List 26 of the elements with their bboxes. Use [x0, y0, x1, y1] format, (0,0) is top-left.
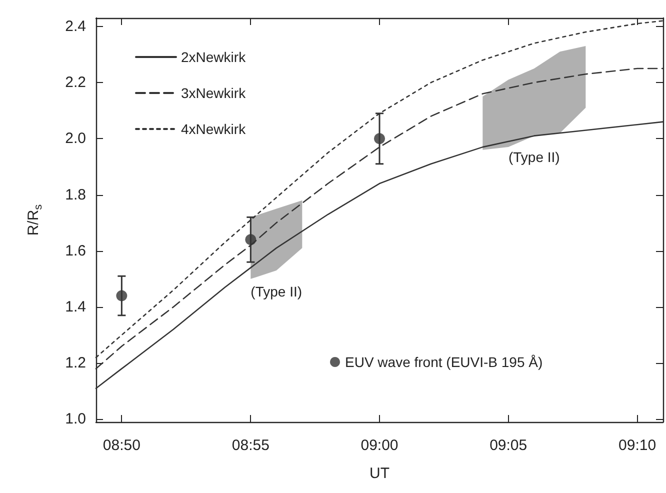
y-tick-label: 2.0	[65, 130, 86, 148]
x-axis-title: UT	[370, 465, 390, 482]
y-tick-label: 2.2	[65, 74, 86, 92]
line-series	[95, 68, 664, 370]
legend-label: 4xNewkirk	[181, 121, 247, 137]
x-tick-label: 09:05	[490, 437, 528, 454]
x-tick-label: 08:50	[102, 437, 140, 454]
y-tick-label: 1.6	[65, 242, 86, 260]
legend-label: 3xNewkirk	[181, 85, 247, 101]
annotation: (Type II)	[250, 284, 302, 300]
point	[245, 234, 256, 246]
legend-label: 2xNewkirk	[181, 49, 247, 65]
y-axis-title: R/Rs	[25, 204, 44, 236]
point	[374, 133, 385, 144]
y-tick-label: 1.2	[65, 354, 86, 372]
y-tick-label: 1.0	[65, 410, 86, 428]
x-tick-label: 09:00	[360, 437, 398, 454]
legend-label: EUV wave front (EUVI-B 195 Å)	[345, 354, 543, 370]
y-tick-label: 1.8	[65, 186, 86, 204]
x-tick-label: 08:55	[232, 437, 270, 454]
point	[116, 290, 128, 302]
y-tick-label: 1.4	[65, 298, 86, 316]
x-tick-label: 09:10	[618, 437, 656, 454]
y-tick-label: 2.4	[65, 18, 86, 35]
line-series	[95, 121, 664, 389]
annotation: (Type II)	[508, 148, 560, 165]
